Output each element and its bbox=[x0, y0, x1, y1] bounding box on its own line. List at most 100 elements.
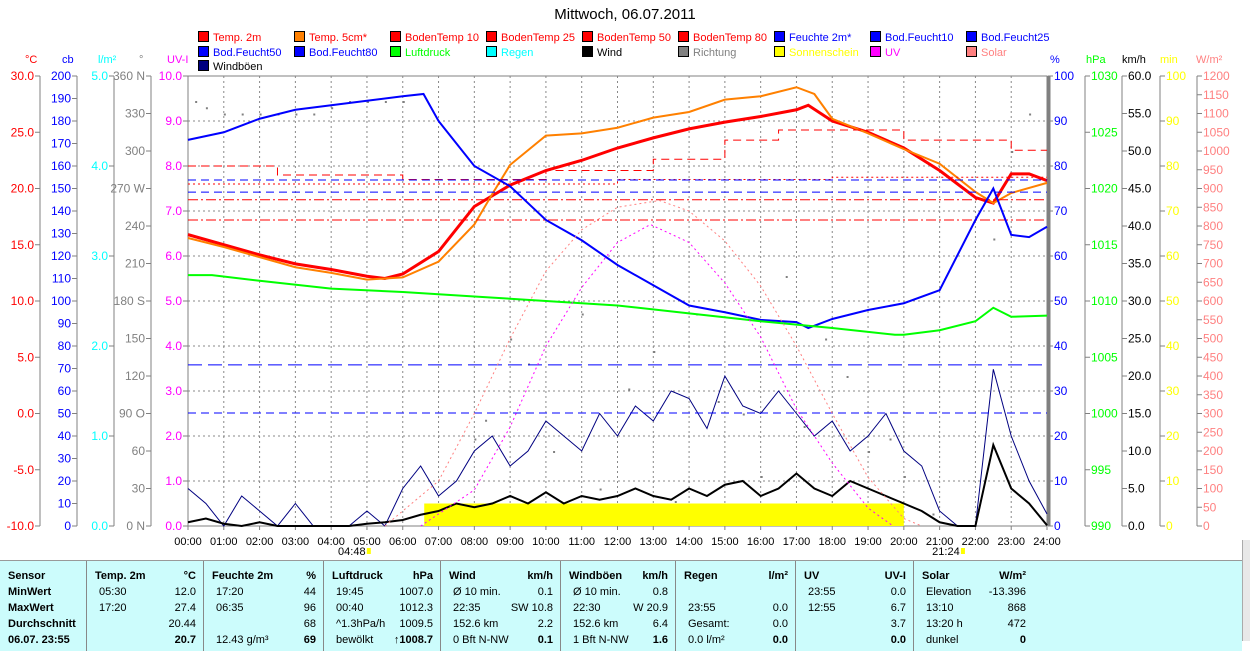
table-column: Temp. 2m °C 05:30 12.0 17:20 27.4 20.44 20.7 bbox=[86, 561, 204, 651]
axis-tick-label-solar: 1200 bbox=[1203, 69, 1230, 83]
axis-unit-sun: min bbox=[1160, 54, 1178, 66]
axis-tick-label-press: 995 bbox=[1091, 463, 1111, 477]
axis-tick-label-temp: 30.0 bbox=[11, 69, 35, 83]
legend-label: Luftdruck bbox=[405, 46, 451, 59]
table-column: Luftdruck hPa 19:45 1007.0 00:40 1012.3 ^1.3hP… bbox=[323, 561, 441, 651]
column-header: Sensor bbox=[8, 570, 46, 582]
legend-swatch bbox=[294, 31, 305, 42]
axis-tick-label-dir: 210 bbox=[125, 257, 145, 271]
axis-tick-label-wind: 40.0 bbox=[1128, 219, 1152, 233]
axis-tick-label-cb: 180 bbox=[51, 114, 71, 128]
axis-tick-label-uv: 3.0 bbox=[165, 384, 182, 398]
axis-unit-temp: °C bbox=[25, 54, 37, 66]
direction-point bbox=[485, 419, 488, 422]
axis-tick-label-sun: 60 bbox=[1166, 249, 1180, 263]
axis-tick-label-temp: 25.0 bbox=[11, 125, 35, 139]
direction-point bbox=[384, 101, 387, 103]
x-tick-label: 23:00 bbox=[997, 536, 1025, 548]
axis-tick-label-uv: 4.0 bbox=[165, 339, 182, 353]
column-unit: km/h bbox=[642, 570, 668, 582]
vertical-scrollbar[interactable] bbox=[1242, 540, 1250, 641]
cell-value: 868 bbox=[1007, 602, 1026, 614]
x-tick-label: 05:00 bbox=[353, 536, 381, 548]
x-tick-label: 02:00 bbox=[246, 536, 274, 548]
legend-item: Bod.Feucht10 bbox=[870, 31, 954, 44]
cell-label: Ø 10 min. bbox=[453, 586, 501, 598]
cell-value: 12.0 bbox=[174, 586, 196, 598]
cell-label: 05:30 bbox=[99, 586, 127, 598]
legend-label: BodenTemp 25 bbox=[501, 32, 575, 44]
axis-tick-label-solar: 650 bbox=[1203, 275, 1223, 289]
direction-point bbox=[1011, 151, 1014, 153]
legend-swatch bbox=[774, 45, 785, 57]
legend-label: Feuchte 2m* bbox=[789, 32, 852, 44]
axis-tick-label-cb: 0 bbox=[64, 519, 71, 533]
cell-value: 69 bbox=[303, 634, 316, 646]
direction-point bbox=[717, 401, 720, 403]
cell-value: 96 bbox=[303, 602, 316, 614]
axis-tick-label-sun: 40 bbox=[1166, 339, 1180, 353]
axis-tick-label-dir: 360 N bbox=[113, 69, 145, 83]
series-temp-2m bbox=[187, 103, 1048, 281]
direction-point bbox=[553, 451, 556, 453]
column-unit: % bbox=[306, 570, 316, 582]
sunshine-area bbox=[424, 503, 904, 526]
cell-value: 1012.3 bbox=[399, 602, 433, 614]
x-tick-label: 16:00 bbox=[747, 536, 775, 548]
axis-tick-label-solar: 350 bbox=[1203, 388, 1223, 402]
legend-item: BodenTemp 10 bbox=[390, 31, 479, 44]
axis-tick-label-sun: 10 bbox=[1166, 474, 1180, 488]
direction-point bbox=[825, 338, 828, 341]
weather-chart: °C -10.0 -5.0 0.0 5.0 10.0 15.0 20.0 25.0 30.0 cb 0… bbox=[7, 54, 1230, 558]
axis-tick-label-cb: 30 bbox=[58, 452, 72, 466]
legend-item: Regen bbox=[486, 45, 533, 59]
axis-tick-label-press: 1005 bbox=[1091, 350, 1118, 364]
axis-tick-label-cb: 140 bbox=[51, 204, 71, 218]
cell-label: 152.6 km bbox=[453, 618, 499, 630]
axis-tick-label-press: 1020 bbox=[1091, 182, 1118, 196]
legend-swatch bbox=[582, 31, 593, 42]
axis-tick-label-solar: 0 bbox=[1203, 519, 1210, 533]
axis-unit-solar: W/m² bbox=[1196, 54, 1223, 66]
cell-label: 22:30 bbox=[573, 602, 601, 614]
direction-point bbox=[313, 113, 316, 116]
axis-tick-label-uv: 6.0 bbox=[165, 249, 182, 263]
cell-value: 44 bbox=[303, 586, 316, 598]
column-unit: km/h bbox=[527, 570, 553, 582]
legend-swatch bbox=[294, 45, 305, 57]
legend-swatch bbox=[678, 31, 689, 42]
legend-label: Wind bbox=[597, 46, 623, 59]
direction-point bbox=[674, 501, 677, 503]
axis-tick-label-hum: 30 bbox=[1054, 384, 1068, 398]
cell-label: ^1.3hPa/h bbox=[336, 618, 386, 630]
cell-value: 1.6 bbox=[652, 634, 668, 646]
x-tick-label: 14:00 bbox=[675, 536, 703, 548]
cell-value: ↑1008.7 bbox=[393, 634, 433, 646]
legend-item: Wind bbox=[582, 45, 623, 59]
axis-tick-label-hum: 100 bbox=[1054, 69, 1074, 83]
cell-value: 2.2 bbox=[537, 618, 553, 630]
axis-tick-label-solar: 1100 bbox=[1203, 107, 1229, 121]
legend-swatch bbox=[678, 45, 689, 57]
legend-label: BodenTemp 10 bbox=[405, 32, 479, 44]
x-tick-label: 08:00 bbox=[461, 536, 489, 548]
column-header: Regen bbox=[684, 570, 718, 582]
axis-tick-label-hum: 80 bbox=[1054, 159, 1068, 173]
legend-item: Bod.Feucht50 bbox=[198, 45, 282, 59]
legend-swatch bbox=[966, 45, 977, 57]
legend-item: Sonnenschein bbox=[774, 45, 859, 59]
legend-swatch bbox=[486, 45, 497, 57]
axis-tick-label-uv: 7.0 bbox=[165, 204, 182, 218]
table-column: Solar W/m² Elevation -13.396 13:10 868 13:20 h… bbox=[913, 561, 1034, 651]
cell-value: 68 bbox=[303, 618, 316, 630]
chart-title: Mittwoch, 06.07.2011 bbox=[554, 6, 696, 23]
cell-label: 17:20 bbox=[216, 586, 244, 598]
direction-point bbox=[742, 413, 745, 416]
cell-label: 23:55 bbox=[688, 602, 716, 614]
axis-tick-label-cb: 80 bbox=[58, 339, 72, 353]
axis-tick-label-solar: 100 bbox=[1203, 482, 1223, 496]
legend-swatch bbox=[774, 31, 785, 42]
axis-tick-label-press: 990 bbox=[1091, 519, 1111, 533]
axis-tick-label-dir: 120 bbox=[125, 369, 145, 383]
axis-tick-label-dir: 180 S bbox=[114, 294, 145, 308]
